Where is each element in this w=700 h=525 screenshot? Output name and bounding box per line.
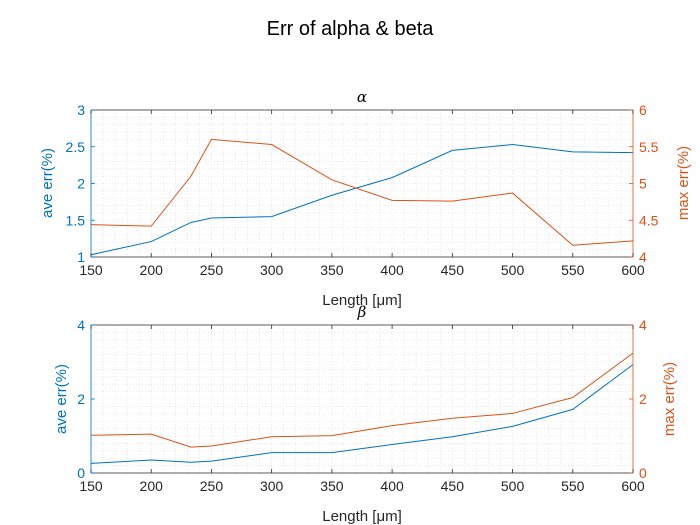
alpha-right-tick-label: 4.5: [639, 212, 659, 228]
beta-axes: [90, 324, 634, 474]
alpha-left-tick-label: 3: [77, 102, 85, 118]
alpha-subplot-title: α: [357, 88, 367, 106]
alpha-left-tick-label: 2: [77, 176, 85, 192]
alpha-x-tick-label: 550: [561, 262, 585, 278]
beta-right-tick-label: 0: [639, 465, 647, 481]
beta-x-tick-label: 450: [441, 478, 465, 494]
alpha-x-tick-label: 300: [260, 262, 284, 278]
beta-x-tick-label: 400: [380, 478, 404, 494]
alpha-x-tick-label: 250: [200, 262, 224, 278]
alpha-right-axis-label: max err(%): [675, 146, 692, 220]
alpha-series-max-line: [90, 138, 634, 246]
alpha-right-tick-label: 4: [639, 249, 647, 265]
alpha-x-tick-label: 150: [79, 262, 103, 278]
beta-grid: [90, 324, 634, 474]
alpha-axes: [90, 109, 634, 258]
alpha-x-tick-label: 450: [441, 262, 465, 278]
beta-x-tick-label: 500: [501, 478, 525, 494]
beta-x-tick-label: 300: [260, 478, 284, 494]
alpha-left-tick-label: 2.5: [66, 139, 86, 155]
beta-left-tick-label: 2: [77, 391, 85, 407]
beta-x-tick-label: 600: [621, 478, 645, 494]
beta-x-tick-label: 250: [200, 478, 224, 494]
alpha-right-tick-label: 5: [639, 176, 647, 192]
alpha-left-tick-label: 1: [77, 249, 85, 265]
alpha-x-tick-label: 500: [501, 262, 525, 278]
alpha-right-tick-label: 6: [639, 102, 647, 118]
alpha-x-tick-label: 400: [380, 262, 404, 278]
alpha-x-tick-label: 600: [621, 262, 645, 278]
beta-series-ave-line: [90, 364, 634, 464]
beta-x-tick-label: 350: [320, 478, 344, 494]
alpha-left-tick-label: 1.5: [66, 212, 86, 228]
beta-subplot-title: β: [357, 303, 367, 321]
figure-title: Err of alpha & beta: [267, 18, 435, 40]
alpha-x-axis-label: Length [μm]: [322, 292, 402, 309]
alpha-x-tick-label: 200: [140, 262, 164, 278]
alpha-right-tick-label: 5.5: [639, 139, 659, 155]
beta-left-tick-label: 4: [77, 317, 85, 333]
beta-x-axis-label: Length [μm]: [322, 508, 402, 525]
alpha-subplot: α Length [μm] ave err(%) max err(%) 150 2…: [39, 88, 692, 309]
beta-left-tick-label: 0: [77, 465, 85, 481]
beta-x-tick-label: 550: [561, 478, 585, 494]
beta-series-max-line: [90, 352, 634, 448]
beta-right-axis-label: max err(%): [661, 362, 678, 436]
alpha-left-axis-label: ave err(%): [39, 148, 56, 218]
beta-x-tick-label: 150: [79, 478, 103, 494]
beta-right-tick-label: 4: [639, 317, 647, 333]
alpha-x-tick-label: 350: [320, 262, 344, 278]
beta-x-tick-label: 200: [140, 478, 164, 494]
beta-subplot: β Length [μm] ave err(%) max err(%) 150 2…: [53, 303, 678, 525]
beta-right-tick-label: 2: [639, 391, 647, 407]
alpha-series-ave-line: [90, 144, 634, 256]
beta-left-axis-label: ave err(%): [53, 364, 70, 434]
